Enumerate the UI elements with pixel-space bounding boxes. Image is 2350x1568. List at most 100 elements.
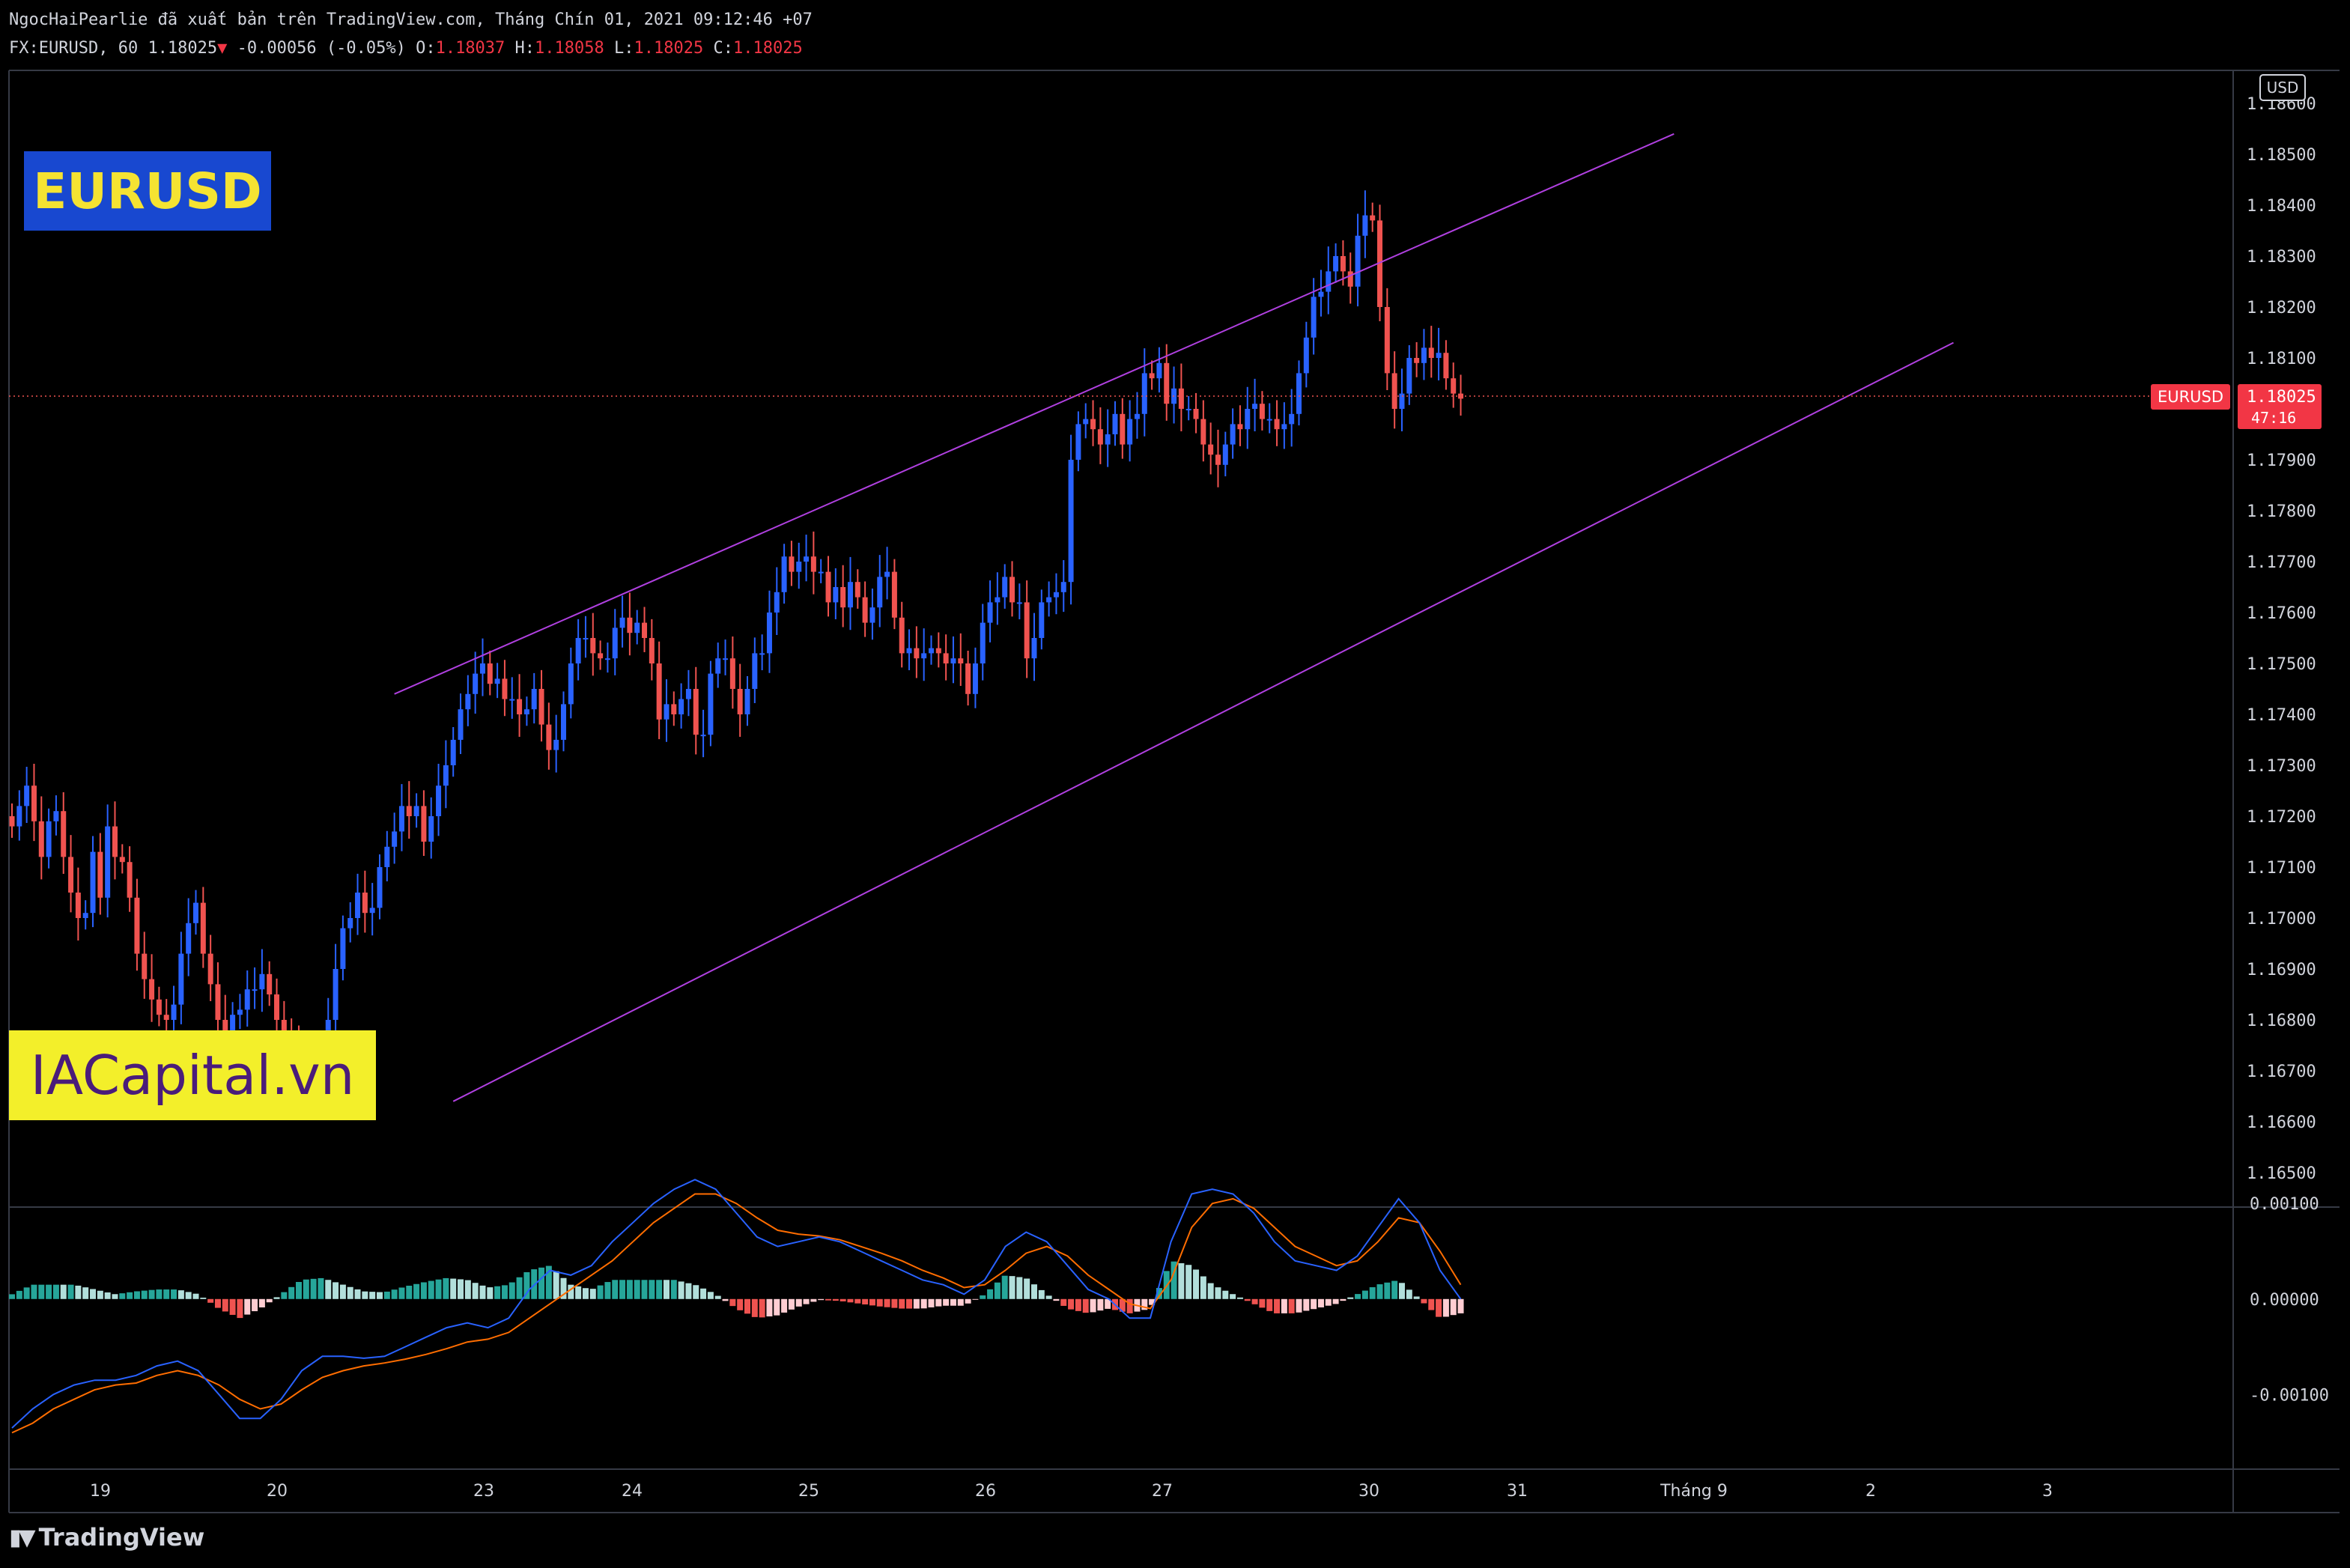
candle-body bbox=[1193, 409, 1199, 419]
trend-channel[interactable] bbox=[394, 133, 1954, 1102]
histogram-bar bbox=[641, 1280, 648, 1299]
histogram-bar bbox=[1222, 1290, 1229, 1299]
candle-body bbox=[891, 571, 897, 618]
histogram-bar bbox=[1251, 1298, 1258, 1304]
histogram-bar bbox=[222, 1298, 228, 1312]
histogram-bar bbox=[972, 1298, 979, 1300]
candle-body bbox=[1259, 404, 1265, 419]
histogram-bar bbox=[589, 1289, 596, 1299]
histogram-bar bbox=[501, 1285, 508, 1299]
candle-body bbox=[723, 658, 729, 660]
candle-body bbox=[766, 613, 772, 654]
close-value: 1.18025 bbox=[732, 39, 803, 58]
histogram-bar bbox=[1215, 1287, 1221, 1299]
low-value: 1.18025 bbox=[634, 39, 704, 58]
histogram-bar bbox=[1178, 1262, 1185, 1299]
chart-header: NgocHaiPearlie đã xuất bản trên TradingV… bbox=[9, 6, 813, 63]
candle-body bbox=[1009, 577, 1015, 603]
candle-body bbox=[553, 740, 559, 750]
candle-body bbox=[406, 806, 412, 816]
histogram-bar bbox=[832, 1298, 839, 1301]
candle-body bbox=[428, 816, 434, 842]
tradingview-logo[interactable]: ▮▼ TradingView bbox=[9, 1523, 204, 1552]
histogram-bar bbox=[980, 1295, 986, 1299]
price-tick-label: 1.17300 bbox=[2247, 757, 2316, 776]
candle-body bbox=[1245, 409, 1251, 430]
candle-body bbox=[1451, 378, 1457, 394]
candle-body bbox=[207, 953, 213, 985]
histogram-bar bbox=[413, 1283, 420, 1299]
candle-body bbox=[796, 562, 802, 572]
histogram-bar bbox=[612, 1280, 619, 1299]
price-tick-label: 1.16700 bbox=[2247, 1063, 2316, 1081]
histogram-bar bbox=[156, 1289, 163, 1299]
last-price-value: 1.18025 bbox=[2247, 388, 2316, 407]
candle-body bbox=[1134, 413, 1140, 419]
candle-body bbox=[1436, 353, 1442, 358]
candle-body bbox=[1083, 419, 1089, 425]
price-change: -0.00056 (-0.05%) bbox=[237, 39, 406, 58]
histogram-bar bbox=[443, 1277, 449, 1299]
candle-body bbox=[90, 851, 96, 914]
histogram-bar bbox=[1001, 1275, 1008, 1299]
histogram-bar bbox=[214, 1298, 221, 1308]
candle-body bbox=[546, 724, 552, 750]
candle-body bbox=[995, 597, 1001, 603]
histogram-bar bbox=[788, 1298, 795, 1310]
histogram-bar bbox=[377, 1292, 383, 1299]
open-label: O: bbox=[416, 39, 436, 58]
candle-body bbox=[1120, 413, 1126, 445]
current-price: 1.18025 bbox=[148, 39, 218, 58]
price-tick-label: 1.17800 bbox=[2247, 502, 2316, 521]
candle-body bbox=[53, 811, 59, 821]
histogram-bar bbox=[318, 1277, 324, 1299]
candle-body bbox=[664, 704, 670, 720]
time-tick-label: 25 bbox=[798, 1482, 819, 1501]
histogram-bar bbox=[1450, 1298, 1457, 1316]
histogram-bar bbox=[163, 1289, 170, 1299]
candle-body bbox=[31, 785, 37, 821]
candle-body bbox=[230, 1015, 236, 1045]
histogram-bar bbox=[1016, 1277, 1023, 1299]
histogram-bar bbox=[516, 1277, 523, 1299]
histogram-bar bbox=[737, 1298, 744, 1310]
histogram-bar bbox=[575, 1286, 582, 1299]
symbol-price-tag bbox=[2151, 384, 2230, 410]
candle-body bbox=[142, 953, 148, 979]
candle-body bbox=[450, 740, 456, 765]
candle-body bbox=[46, 821, 52, 857]
candle-body bbox=[590, 638, 596, 654]
histogram-bar bbox=[1060, 1298, 1067, 1306]
candle-body bbox=[487, 663, 493, 684]
candle-body bbox=[1355, 235, 1361, 287]
histogram-bar bbox=[1053, 1298, 1060, 1301]
histogram-bar bbox=[899, 1298, 905, 1309]
candle-body bbox=[561, 704, 566, 740]
channel-upper-line bbox=[394, 133, 1675, 695]
candle-body bbox=[1016, 602, 1022, 604]
candle-body bbox=[347, 918, 353, 929]
candle-body bbox=[1296, 373, 1302, 414]
candle-body bbox=[965, 663, 971, 694]
histogram-bar bbox=[729, 1298, 736, 1307]
price-tick-label: 1.16500 bbox=[2247, 1164, 2316, 1183]
price-axis[interactable]: 1.186001.185001.184001.183001.182001.181… bbox=[2247, 74, 2316, 1183]
histogram-bar bbox=[1171, 1261, 1177, 1299]
histogram-bar bbox=[1200, 1276, 1206, 1299]
candle-body bbox=[392, 831, 398, 847]
candle-body bbox=[97, 851, 103, 898]
candle-body bbox=[877, 577, 883, 608]
candle-body bbox=[1105, 434, 1111, 445]
histogram-bar bbox=[104, 1292, 111, 1299]
candle-body bbox=[840, 587, 846, 608]
histogram-bar bbox=[693, 1285, 699, 1299]
symbol-interval[interactable]: FX:EURUSD, 60 bbox=[9, 39, 139, 58]
histogram-bar bbox=[1457, 1298, 1464, 1313]
histogram-bar bbox=[810, 1298, 817, 1302]
histogram-bar bbox=[678, 1281, 684, 1299]
histogram-bar bbox=[597, 1285, 604, 1299]
candle-body bbox=[642, 622, 648, 638]
candle-body bbox=[943, 653, 949, 663]
